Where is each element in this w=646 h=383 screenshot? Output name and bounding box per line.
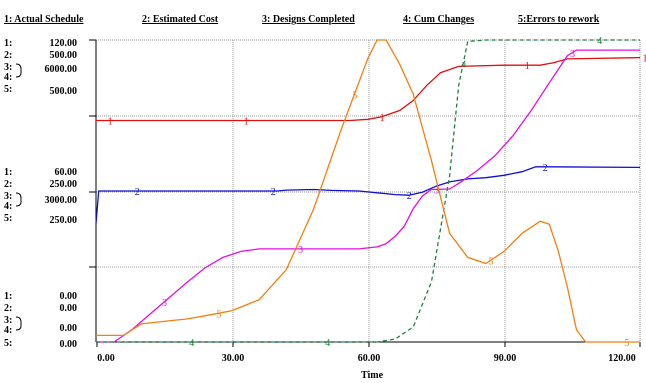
legend-item-estimated-cost: 2: Estimated Cost [142,14,219,25]
series-2-line [95,166,641,224]
series-3-marker-0: 3 [162,298,167,309]
legend-item-designs-completed: 3: Designs Completed [262,14,355,25]
series-1-marker-1: 1 [244,117,249,128]
legend-item-errors-to-rework: 5:Errors to rework [518,14,600,25]
y-top-value-2: 500.00 [50,50,78,61]
x-tick-30: 30.00 [222,353,245,364]
series-4-marker-2: 4 [461,59,466,70]
y-mid-value-2: 250.00 [50,179,78,190]
y-mid-tag-1: 1: [4,167,12,178]
x-tick-60: 60.00 [358,353,381,364]
y-bot-value-5: 0.00 [60,339,78,350]
x-tick-0: 0.00 [97,353,115,364]
y-bot-brace [15,316,22,331]
y-top-value-1: 120.00 [50,38,78,49]
y-mid-tag-5: 5: [4,213,12,224]
y-bot-tag-1: 1: [4,291,12,302]
y-mid-value-3: 3000.00 [45,195,78,206]
y-mid-tag-2: 2: [4,179,12,190]
y-bot-value-1: 0.00 [60,291,78,302]
x-tick-labels: 0.00 30.00 60.00 90.00 120.00 [97,353,636,364]
x-tick-120: 120.00 [608,353,636,364]
plot-frame [89,39,641,347]
legend-item-cum-changes: 4: Cum Changes [403,14,474,25]
legend: 1: Actual Schedule 2: Estimated Cost 3: … [4,14,600,25]
y-top-value-3: 6000.00 [45,64,78,75]
y-bot-value-2: 0.00 [60,303,78,314]
y-top-brace [15,63,22,78]
series-1-marker-3: 1 [525,61,530,72]
y-mid-value-5: 250.00 [50,215,78,226]
y-mid-tag-3: 3: [4,191,12,202]
series-3-marker-2: 3 [434,185,439,196]
y-top-value-5: 500.00 [50,86,78,97]
y-scale-top: 1: 2: 3: 4: 5: 120.00 500.00 6000.00 500… [4,38,77,97]
series-1-marker-4: 1 [643,54,646,65]
series-4-marker-0: 4 [189,338,194,349]
series-2-marker-0: 2 [135,187,140,198]
series-4-marker-1: 4 [325,338,330,349]
legend-item-actual-schedule: 1: Actual Schedule [4,14,84,25]
y-bot-tag-5: 5: [4,338,12,349]
series-2-marker-3: 2 [543,163,548,174]
series-5-marker-2: 5 [488,257,493,268]
y-scale-bottom: 1: 2: 3: 4: 5: 0.00 0.00 0.00 0.00 [4,291,77,350]
y-top-tag-1: 1: [4,38,12,49]
series-4-marker-3: 4 [597,36,602,47]
series-1-line [96,56,641,122]
series-3-marker-1: 3 [298,245,303,256]
series-4-line [96,39,640,343]
y-bot-tag-4: 4: [4,325,12,336]
x-axis-title: Time [361,370,384,381]
y-mid-tag-4: 4: [4,201,12,212]
y-mid-brace [15,192,22,207]
y-bot-tag-2: 2: [4,303,12,314]
y-mid-value-1: 60.00 [55,167,78,178]
series-2-marker-2: 2 [407,191,412,202]
series-5-marker-1: 5 [352,90,357,101]
series-3-line [96,49,640,343]
y-bot-tag-3: 3: [4,315,12,326]
y-scale-middle: 1: 2: 3: 4: 5: 60.00 250.00 3000.00 250.… [4,167,77,226]
y-top-tag-5: 5: [4,84,12,95]
series-5-line [96,39,640,343]
series-5-marker-0: 5 [216,309,221,320]
series-5-marker-3: 5 [624,338,629,349]
y-bot-value-3: 0.00 [60,323,78,334]
series-1-marker-0: 1 [108,117,113,128]
series-layer: 1 1 1 1 1 2 2 2 2 3 3 3 3 4 4 4 4 5 5 5 5 [95,36,646,349]
y-top-tag-4: 4: [4,72,12,83]
series-2-marker-1: 2 [271,187,276,198]
x-tick-90: 90.00 [494,353,517,364]
y-top-tag-3: 3: [4,62,12,73]
series-1-marker-2: 1 [380,113,385,124]
y-top-tag-2: 2: [4,50,12,61]
series-3-marker-3: 3 [570,49,575,60]
